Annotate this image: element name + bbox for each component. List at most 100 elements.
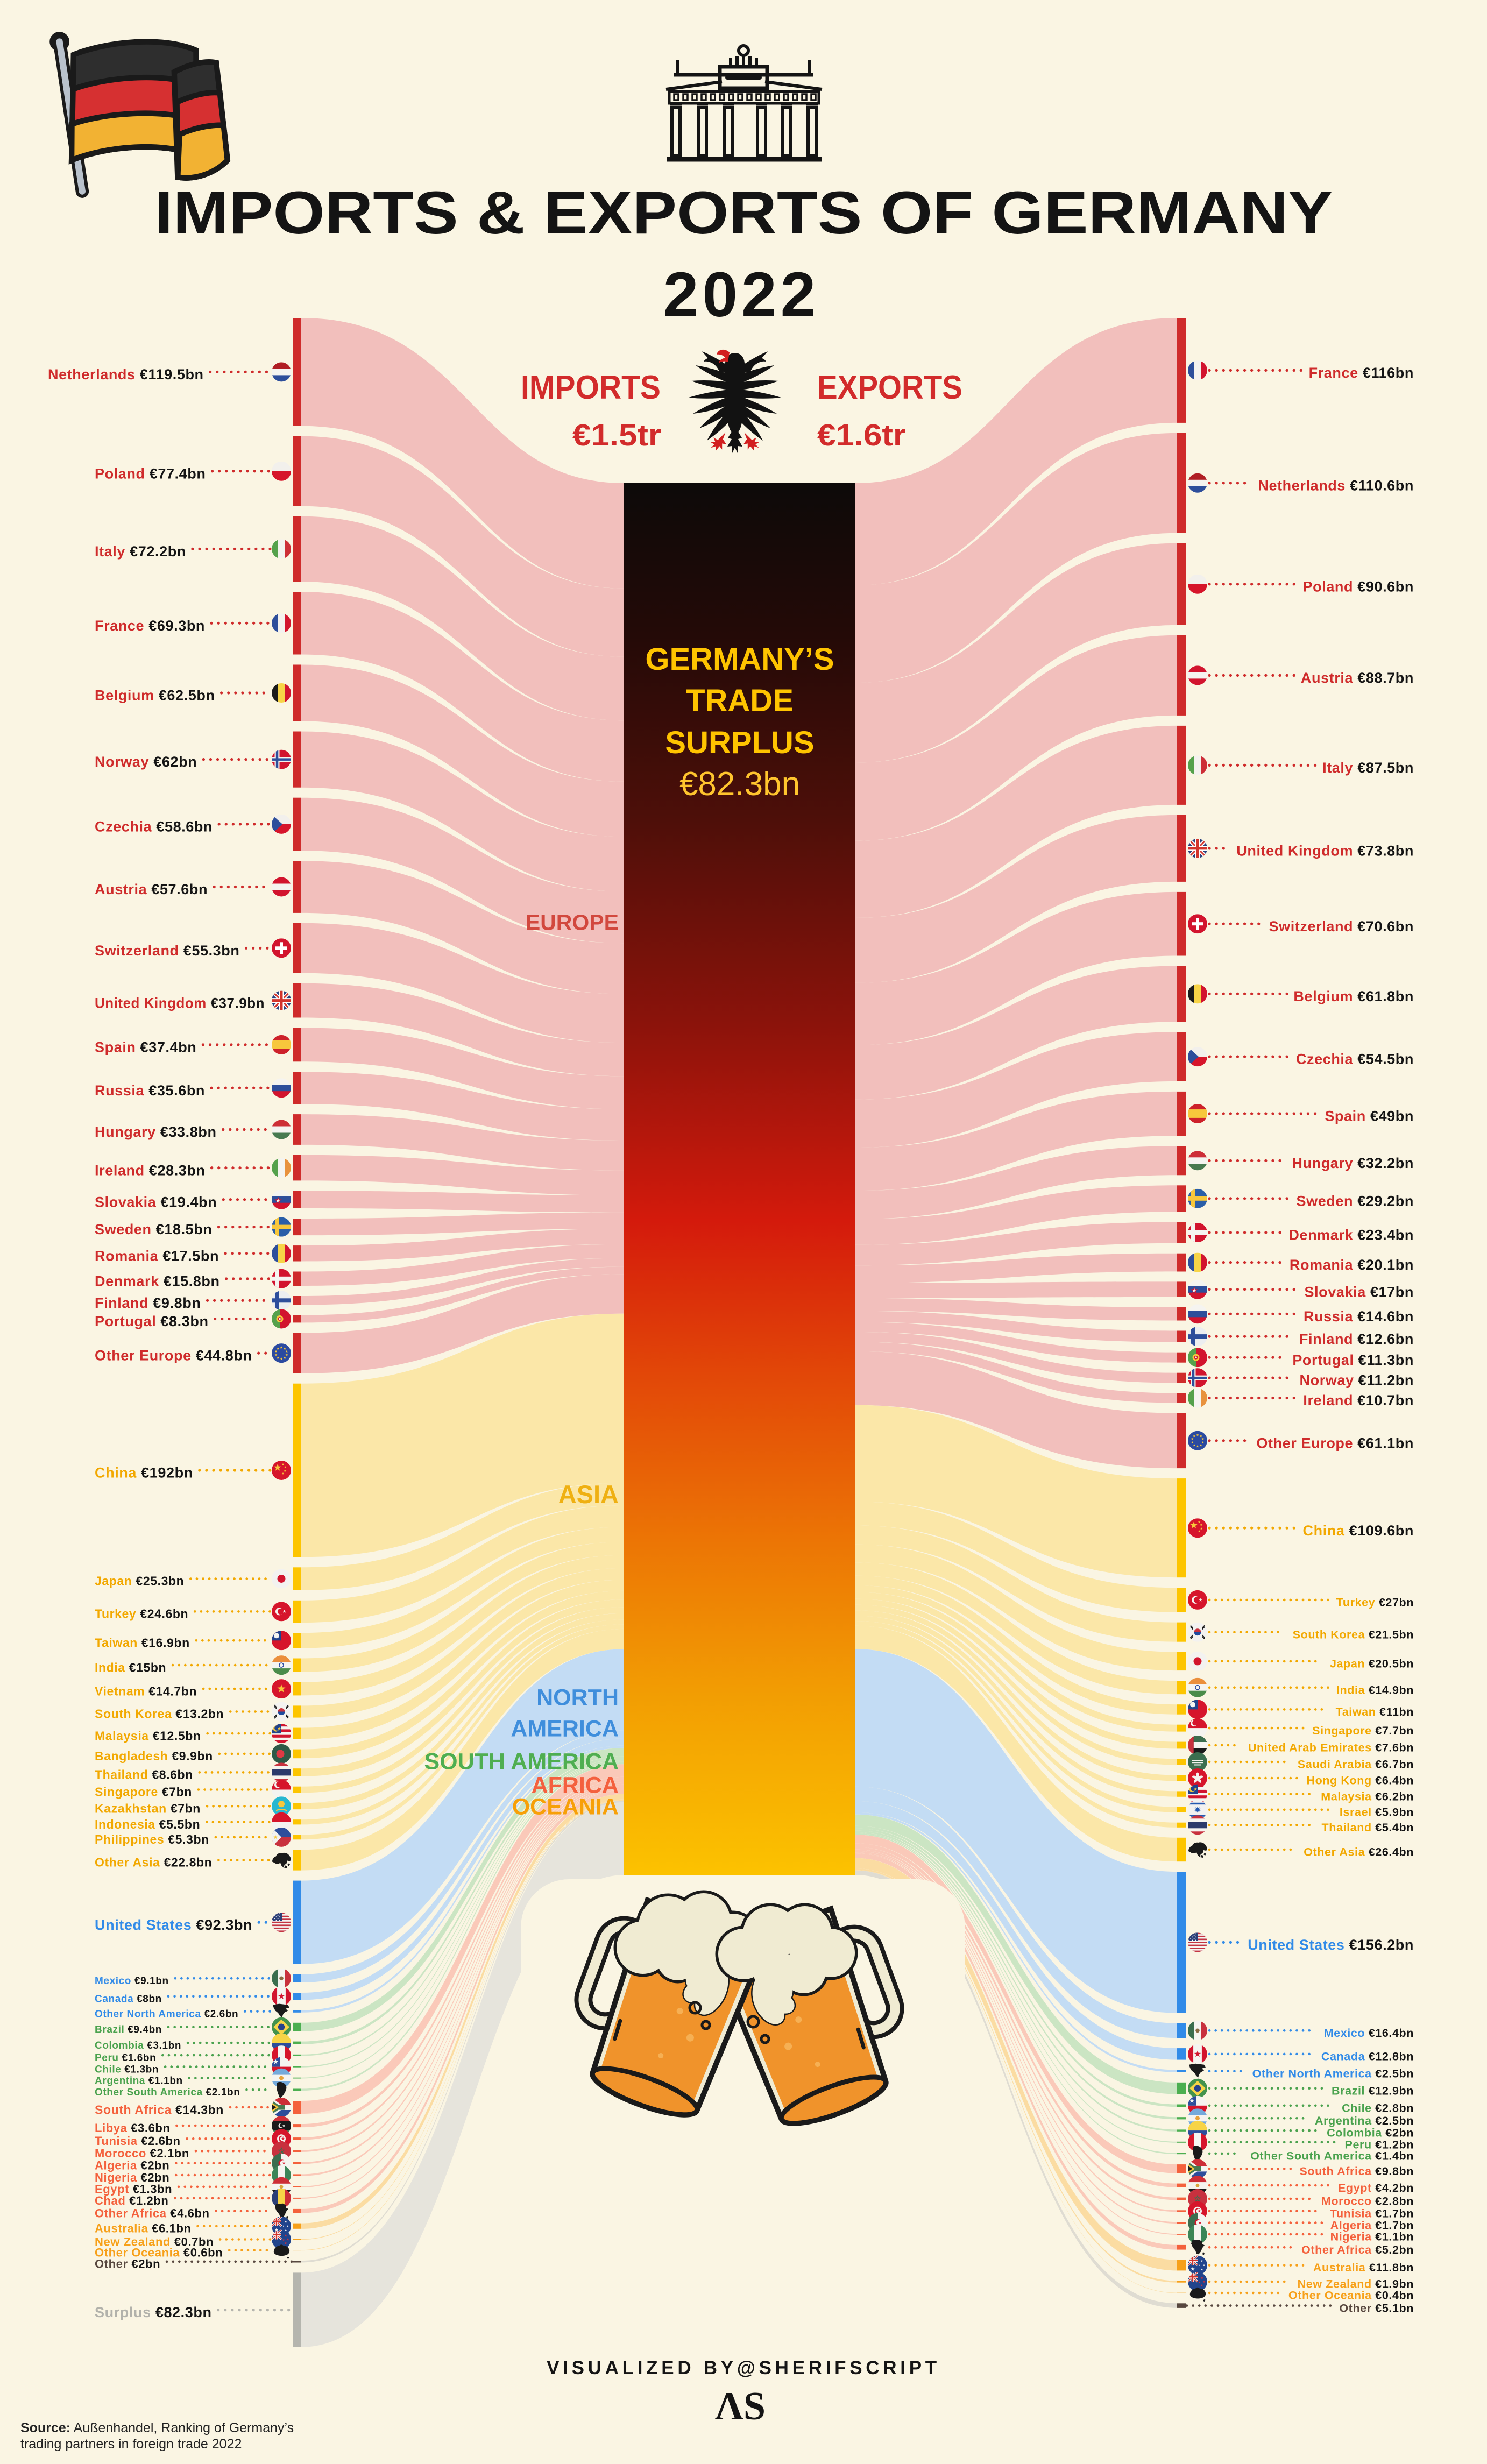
svg-text:€82.3bn: €82.3bn (679, 766, 800, 803)
svg-text:SURPLUS: SURPLUS (665, 725, 814, 760)
svg-text:Other Africa €4.6bn: Other Africa €4.6bn (95, 2207, 210, 2220)
svg-text:South Africa €9.8bn: South Africa €9.8bn (1299, 2165, 1414, 2178)
svg-text:Slovakia €17bn: Slovakia €17bn (1304, 1284, 1414, 1300)
svg-text:Egypt €4.2bn: Egypt €4.2bn (1338, 2182, 1414, 2194)
svg-text:Other Oceania €0.4bn: Other Oceania €0.4bn (1288, 2289, 1414, 2302)
svg-text:Other Europe €44.8bn: Other Europe €44.8bn (95, 1348, 252, 1364)
svg-text:Spain €49bn: Spain €49bn (1325, 1108, 1414, 1124)
svg-text:Other Asia €22.8bn: Other Asia €22.8bn (95, 1856, 212, 1870)
svg-text:New Zealand €1.9bn: New Zealand €1.9bn (1298, 2278, 1414, 2291)
svg-text:Hungary €32.2bn: Hungary €32.2bn (1292, 1155, 1414, 1171)
svg-text:EUROPE: EUROPE (526, 910, 619, 935)
svg-text:South Korea €21.5bn: South Korea €21.5bn (1293, 1628, 1414, 1641)
svg-text:Brazil €9.4bn: Brazil €9.4bn (95, 2024, 162, 2036)
svg-text:TRADE: TRADE (686, 683, 794, 718)
svg-text:Finland €12.6bn: Finland €12.6bn (1299, 1331, 1414, 1347)
svg-text:Morocco €2.1bn: Morocco €2.1bn (95, 2147, 189, 2160)
svg-text:Japan €25.3bn: Japan €25.3bn (95, 1574, 184, 1588)
svg-text:2022: 2022 (663, 259, 820, 330)
svg-text:Austria €57.6bn: Austria €57.6bn (95, 881, 208, 897)
svg-text:United Kingdom €37.9bn: United Kingdom €37.9bn (95, 995, 265, 1011)
svg-text:Switzerland €70.6bn: Switzerland €70.6bn (1269, 918, 1414, 934)
svg-text:Hungary €33.8bn: Hungary €33.8bn (95, 1124, 217, 1140)
svg-text:Czechia €58.6bn: Czechia €58.6bn (95, 819, 213, 835)
svg-text:Other €2bn: Other €2bn (95, 2257, 160, 2271)
svg-text:Mexico €16.4bn: Mexico €16.4bn (1324, 2027, 1414, 2040)
svg-text:Israel €5.9bn: Israel €5.9bn (1340, 1805, 1414, 1818)
svg-text:Poland €77.4bn: Poland €77.4bn (95, 465, 206, 482)
svg-text:Other €5.1bn: Other €5.1bn (1339, 2302, 1414, 2314)
svg-text:New Zealand €0.7bn: New Zealand €0.7bn (95, 2235, 214, 2248)
svg-text:Algeria €2bn: Algeria €2bn (95, 2159, 169, 2172)
svg-text:Netherlands €119.5bn: Netherlands €119.5bn (48, 366, 204, 383)
svg-text:China €192bn: China €192bn (95, 1465, 193, 1481)
svg-text:Finland €9.8bn: Finland €9.8bn (95, 1295, 201, 1311)
svg-text:Turkey €27bn: Turkey €27bn (1336, 1596, 1414, 1609)
svg-text:Romania €17.5bn: Romania €17.5bn (95, 1248, 219, 1264)
svg-text:Chile €1.3bn: Chile €1.3bn (95, 2064, 159, 2075)
svg-text:Morocco €2.8bn: Morocco €2.8bn (1321, 2195, 1414, 2208)
svg-text:Italy €87.5bn: Italy €87.5bn (1322, 760, 1414, 776)
svg-text:GERMANY’S: GERMANY’S (645, 642, 834, 677)
svg-text:United States €156.2bn: United States €156.2bn (1248, 1937, 1414, 1953)
svg-text:Poland €90.6bn: Poland €90.6bn (1303, 578, 1414, 594)
svg-text:OCEANIA: OCEANIA (512, 1794, 619, 1819)
svg-text:France €116bn: France €116bn (1309, 365, 1414, 381)
svg-text:Surplus €82.3bn: Surplus €82.3bn (95, 2304, 212, 2320)
svg-text:Nigeria €2bn: Nigeria €2bn (95, 2171, 169, 2184)
svg-text:Chad €1.2bn: Chad €1.2bn (95, 2194, 168, 2207)
svg-text:Denmark €23.4bn: Denmark €23.4bn (1288, 1227, 1414, 1243)
svg-text:Russia €35.6bn: Russia €35.6bn (95, 1082, 205, 1099)
svg-text:South Korea €13.2bn: South Korea €13.2bn (95, 1707, 224, 1721)
svg-text:AFRICA: AFRICA (532, 1772, 619, 1798)
svg-text:Algeria €1.7bn: Algeria €1.7bn (1330, 2219, 1414, 2232)
svg-text:Bangladesh €9.9bn: Bangladesh €9.9bn (95, 1749, 213, 1763)
svg-text:Ireland €28.3bn: Ireland €28.3bn (95, 1162, 206, 1178)
svg-text:Colombia €3.1bn: Colombia €3.1bn (95, 2040, 181, 2051)
svg-text:United Arab Emirates €7.6bn: United Arab Emirates €7.6bn (1248, 1741, 1414, 1754)
svg-text:Spain €37.4bn: Spain €37.4bn (95, 1039, 196, 1056)
svg-text:Portugal €11.3bn: Portugal €11.3bn (1292, 1352, 1414, 1368)
svg-text:Taiwan €11bn: Taiwan €11bn (1336, 1705, 1414, 1718)
svg-text:Vietnam €14.7bn: Vietnam €14.7bn (95, 1684, 197, 1698)
svg-text:Czechia €54.5bn: Czechia €54.5bn (1296, 1051, 1414, 1067)
svg-text:Romania €20.1bn: Romania €20.1bn (1290, 1257, 1414, 1273)
svg-text:Chile €2.8bn: Chile €2.8bn (1342, 2102, 1414, 2115)
svg-text:€1.6tr: €1.6tr (817, 418, 906, 452)
svg-text:Brazil €12.9bn: Brazil €12.9bn (1332, 2084, 1414, 2097)
svg-text:EXPORTS: EXPORTS (817, 369, 962, 406)
svg-text:Mexico €9.1bn: Mexico €9.1bn (95, 1976, 169, 1987)
svg-text:Other Africa €5.2bn: Other Africa €5.2bn (1301, 2243, 1414, 2256)
svg-text:Malaysia €12.5bn: Malaysia €12.5bn (95, 1729, 201, 1743)
svg-text:Australia €6.1bn: Australia €6.1bn (95, 2222, 192, 2235)
svg-text:Nigeria €1.1bn: Nigeria €1.1bn (1330, 2231, 1414, 2243)
svg-text:Russia €14.6bn: Russia €14.6bn (1304, 1308, 1414, 1325)
svg-text:Hong Kong €6.4bn: Hong Kong €6.4bn (1306, 1774, 1414, 1787)
svg-text:Argentina €2.5bn: Argentina €2.5bn (1315, 2114, 1414, 2127)
svg-text:South Africa €14.3bn: South Africa €14.3bn (95, 2102, 224, 2116)
svg-text:Other South America €1.4bn: Other South America €1.4bn (1250, 2150, 1414, 2163)
svg-text:Portugal €8.3bn: Portugal €8.3bn (95, 1313, 209, 1329)
svg-text:Egypt €1.3bn: Egypt €1.3bn (95, 2183, 172, 2196)
svg-text:Netherlands €110.6bn: Netherlands €110.6bn (1258, 477, 1414, 493)
svg-text:Thailand €8.6bn: Thailand €8.6bn (95, 1768, 193, 1782)
svg-text:Sweden €29.2bn: Sweden €29.2bn (1297, 1193, 1414, 1209)
svg-text:Italy €72.2bn: Italy €72.2bn (95, 543, 186, 560)
svg-text:VISUALIZED BY@SHERIFSCRIPT: VISUALIZED BY@SHERIFSCRIPT (547, 2357, 940, 2378)
svg-text:Taiwan €16.9bn: Taiwan €16.9bn (95, 1636, 190, 1650)
svg-text:Canada €8bn: Canada €8bn (95, 1994, 162, 2005)
svg-text:SOUTH AMERICA: SOUTH AMERICA (424, 1748, 619, 1774)
svg-text:Canada €12.8bn: Canada €12.8bn (1321, 2050, 1414, 2063)
svg-text:Other Asia €26.4bn: Other Asia €26.4bn (1304, 1846, 1414, 1859)
svg-text:Colombia €2bn: Colombia €2bn (1327, 2127, 1414, 2140)
svg-text:Sweden €18.5bn: Sweden €18.5bn (95, 1221, 213, 1237)
svg-text:Slovakia €19.4bn: Slovakia €19.4bn (95, 1194, 217, 1210)
svg-text:Japan €20.5bn: Japan €20.5bn (1330, 1658, 1414, 1670)
svg-text:ΛS: ΛS (715, 2384, 766, 2428)
svg-text:Libya €3.6bn: Libya €3.6bn (95, 2121, 170, 2135)
svg-text:Singapore €7bn: Singapore €7bn (95, 1785, 192, 1799)
svg-text:Other Oceania €0.6bn: Other Oceania €0.6bn (95, 2246, 223, 2259)
svg-text:India €14.9bn: India €14.9bn (1336, 1683, 1414, 1696)
svg-text:Turkey €24.6bn: Turkey €24.6bn (95, 1607, 188, 1621)
svg-text:Argentina €1.1bn: Argentina €1.1bn (95, 2075, 183, 2086)
